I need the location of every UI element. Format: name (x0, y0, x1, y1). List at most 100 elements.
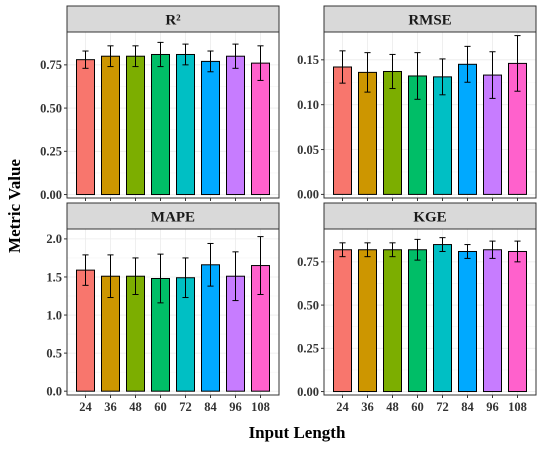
error-bar-60 (157, 253, 164, 304)
panel-strip (66, 5, 280, 33)
y-tick-label: 0.5 (46, 346, 62, 360)
panel-strip (323, 5, 537, 33)
bar-60 (151, 53, 170, 196)
chart-panel-1: R² 0.00 0.25 0.50 0.75 (40, 5, 280, 202)
x-tick-label: 36 (361, 400, 374, 414)
error-bar-72 (182, 257, 189, 299)
plot-border (66, 31, 280, 199)
bar-36 (358, 249, 377, 393)
bar-48 (383, 249, 402, 393)
bar-48 (383, 70, 402, 195)
y-tick-label: 0.50 (40, 101, 62, 115)
error-bar-84 (207, 50, 214, 73)
x-tick-label: 72 (436, 400, 449, 414)
y-axis-title: Metric Value (5, 159, 24, 253)
y-tick-label: 1.0 (46, 308, 62, 322)
bar-60 (408, 249, 427, 393)
error-bar-60 (157, 41, 164, 68)
bar-108 (251, 62, 270, 196)
error-bar-108 (514, 240, 521, 263)
x-tick-label: 108 (508, 400, 527, 414)
plot-border (323, 31, 537, 199)
x-tick-label: 96 (486, 400, 499, 414)
x-tick-label: 48 (129, 400, 142, 414)
x-tick-label: 24 (336, 400, 349, 414)
error-bar-60 (414, 238, 421, 261)
error-bar-84 (464, 244, 471, 259)
y-tick-label: 0.25 (40, 145, 62, 159)
bar-36 (101, 55, 120, 196)
plot-border (66, 228, 280, 396)
bar-24 (333, 249, 352, 393)
error-bar-72 (182, 43, 189, 66)
error-bar-36 (107, 254, 114, 299)
y-tick-label: 0.25 (297, 342, 319, 356)
error-bar-108 (257, 45, 264, 81)
error-bar-96 (232, 251, 239, 302)
error-bar-72 (439, 58, 446, 96)
bar-24 (76, 269, 95, 392)
x-tick-label: 96 (229, 400, 242, 414)
bar-96 (483, 249, 502, 393)
y-tick-label: 0.75 (297, 255, 319, 269)
panel-title: KGE (413, 210, 446, 226)
error-bar-96 (489, 51, 496, 99)
bar-72 (433, 244, 452, 393)
bar-96 (226, 55, 245, 196)
panel-strip (323, 202, 537, 230)
bar-24 (76, 59, 95, 196)
y-tick-label: 0.75 (40, 58, 62, 72)
chart-panel-4: KGE 0.00 0.25 0.50 0.75 24 36 48 60 72 84 96 108 (297, 202, 537, 414)
error-bar-24 (82, 254, 89, 286)
bar-24 (333, 66, 352, 195)
error-bar-24 (339, 50, 346, 84)
x-tick-label: 84 (461, 400, 474, 414)
x-axis-title: Input Length (249, 423, 346, 442)
plot-background (324, 32, 536, 198)
error-bar-36 (364, 242, 371, 258)
bar-84 (458, 250, 477, 393)
bar-48 (126, 55, 145, 196)
panel-strip (66, 202, 280, 230)
error-bar-60 (414, 52, 421, 100)
panel-title: R² (165, 13, 181, 29)
error-bar-108 (514, 35, 521, 92)
bar-72 (176, 53, 195, 196)
plot-background (67, 229, 279, 395)
error-bar-84 (207, 242, 214, 287)
y-tick-label: 1.5 (46, 270, 62, 284)
error-bar-96 (232, 43, 239, 69)
chart-panel-2: RMSE 0.00 0.05 0.10 0.15 (297, 5, 537, 202)
x-tick-label: 60 (154, 400, 167, 414)
error-bar-48 (389, 53, 396, 90)
panel-title: MAPE (151, 210, 195, 226)
bar-84 (201, 60, 220, 196)
panel-title: RMSE (408, 13, 451, 29)
error-bar-48 (132, 45, 139, 68)
y-tick-label: 0.00 (297, 385, 319, 399)
error-bar-72 (439, 237, 446, 252)
y-tick-label: 0.50 (297, 298, 319, 312)
y-tick-label: 0.0 (46, 384, 62, 398)
bar-84 (458, 63, 477, 195)
y-tick-label: 0.05 (297, 143, 319, 157)
x-tick-label: 72 (179, 400, 192, 414)
error-bar-96 (489, 240, 496, 259)
y-tick-label: 0.10 (297, 98, 319, 112)
plot-border (323, 228, 537, 396)
x-tick-label: 24 (79, 400, 92, 414)
error-bar-24 (339, 242, 346, 258)
x-tick-label: 48 (386, 400, 399, 414)
error-bar-108 (257, 236, 264, 295)
x-tick-label: 36 (104, 400, 117, 414)
y-tick-label: 2.0 (46, 232, 62, 246)
y-tick-label: 0.00 (40, 188, 62, 202)
error-bar-36 (364, 52, 371, 93)
y-tick-label: 0.00 (297, 188, 319, 202)
bar-108 (508, 250, 527, 393)
x-tick-label: 60 (411, 400, 424, 414)
error-bar-24 (82, 50, 89, 69)
error-bar-84 (464, 45, 471, 83)
